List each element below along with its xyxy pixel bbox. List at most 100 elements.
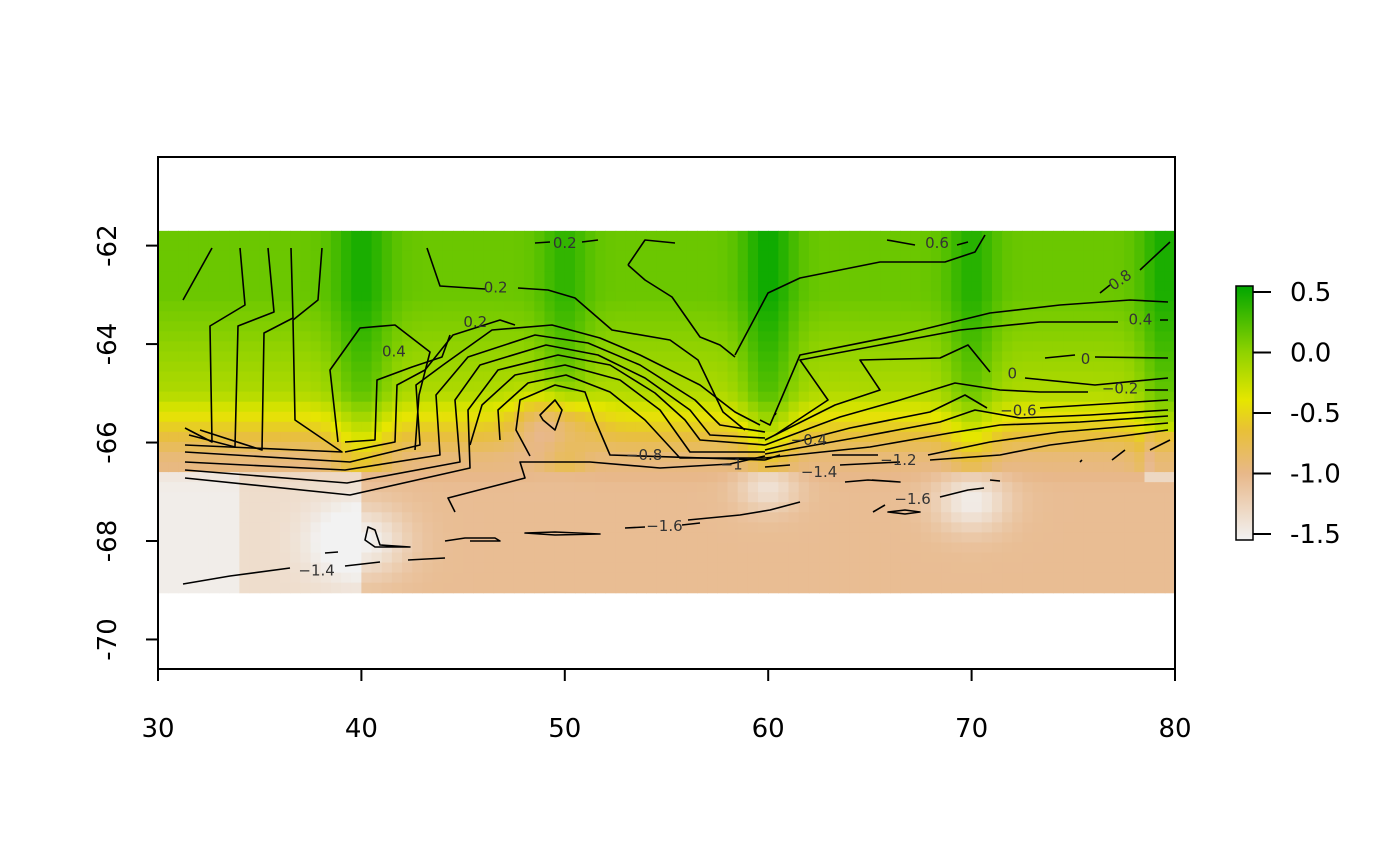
heatmap-cell <box>422 562 434 574</box>
contour-line <box>184 324 761 463</box>
heatmap-cell <box>747 572 759 584</box>
heatmap-cell <box>473 512 485 523</box>
heatmap-cell <box>1134 331 1146 343</box>
heatmap-cell <box>849 502 861 513</box>
heatmap-cell <box>890 401 902 413</box>
heatmap-cell <box>859 401 871 413</box>
heatmap-cell <box>544 441 556 453</box>
heatmap-cell <box>1022 562 1034 574</box>
heatmap-cell <box>554 472 566 483</box>
heatmap-cell <box>1073 401 1085 413</box>
heatmap-cell <box>1012 271 1024 282</box>
heatmap-cell <box>381 512 393 523</box>
heatmap-cell <box>371 572 383 584</box>
heatmap-cell <box>391 522 403 533</box>
heatmap-cell <box>208 582 220 594</box>
heatmap-cell <box>971 431 983 443</box>
heatmap-cell <box>158 421 169 433</box>
heatmap-cell <box>341 301 352 312</box>
heatmap-cell <box>219 482 230 493</box>
heatmap-cell <box>391 411 403 423</box>
heatmap-cell <box>1052 502 1064 513</box>
x-tick-label: 50 <box>548 714 581 744</box>
heatmap-cell <box>473 582 485 594</box>
heatmap-cell <box>625 261 637 272</box>
heatmap-cell <box>920 341 932 353</box>
heatmap-cell <box>1042 261 1054 272</box>
heatmap-cell <box>188 502 200 513</box>
heatmap-cell <box>625 381 637 393</box>
heatmap-cell <box>707 562 718 574</box>
heatmap-cell <box>768 431 779 443</box>
heatmap-cell <box>686 522 698 533</box>
heatmap-cell <box>158 542 169 554</box>
heatmap-cell <box>737 512 749 523</box>
heatmap-cell <box>1103 552 1115 564</box>
heatmap-cell <box>798 371 810 383</box>
heatmap-cell <box>595 321 607 332</box>
heatmap-cell <box>1124 230 1135 242</box>
heatmap-cell <box>686 361 698 373</box>
heatmap-cell <box>442 441 454 453</box>
heatmap-cell <box>1124 441 1135 453</box>
heatmap-cell <box>544 502 556 513</box>
heatmap-cell <box>574 381 586 393</box>
heatmap-cell <box>280 271 291 282</box>
heatmap-cell <box>697 341 708 353</box>
heatmap-cell <box>1063 331 1074 343</box>
heatmap-cell <box>493 351 505 363</box>
heatmap-cell <box>656 572 668 584</box>
heatmap-cell <box>300 542 312 554</box>
heatmap-cell <box>646 371 657 383</box>
heatmap-cell <box>1103 411 1115 423</box>
heatmap-cell <box>971 542 983 554</box>
heatmap-cell <box>280 492 291 503</box>
heatmap-cell <box>941 331 952 343</box>
heatmap-cell <box>158 532 169 544</box>
heatmap-cell <box>463 562 474 574</box>
heatmap-cell <box>1002 582 1013 594</box>
heatmap-cell <box>280 572 291 584</box>
heatmap-cell <box>402 492 413 503</box>
heatmap-cell <box>778 271 790 282</box>
heatmap-cell <box>361 482 373 493</box>
heatmap-cell <box>829 371 840 383</box>
heatmap-cell <box>229 250 240 262</box>
heatmap-cell <box>503 451 515 463</box>
heatmap-cell <box>869 582 881 594</box>
heatmap-cell <box>585 331 596 343</box>
heatmap-cell <box>991 361 1003 373</box>
heatmap-cell <box>249 562 261 574</box>
heatmap-cell <box>402 271 413 282</box>
heatmap-cell <box>1093 582 1105 594</box>
heatmap-cell <box>768 321 779 332</box>
heatmap-cell <box>1083 421 1095 433</box>
heatmap-cell <box>158 301 169 312</box>
heatmap-cell <box>158 341 169 353</box>
heatmap-cell <box>981 271 993 282</box>
heatmap-cell <box>320 482 332 493</box>
heatmap-cell <box>961 562 973 574</box>
heatmap-cell <box>595 381 607 393</box>
heatmap-cell <box>280 411 291 423</box>
heatmap-cell <box>727 431 739 443</box>
heatmap-cell <box>483 291 495 302</box>
heatmap-cell <box>1164 542 1175 554</box>
heatmap-cell <box>910 401 922 413</box>
heatmap-cell <box>1032 482 1044 493</box>
heatmap-cell <box>463 331 474 343</box>
heatmap-cell <box>1154 562 1166 574</box>
heatmap-cell <box>707 321 718 332</box>
heatmap-cell <box>341 281 352 292</box>
heatmap-cell <box>229 542 240 554</box>
heatmap-cell <box>971 482 983 493</box>
heatmap-cell <box>808 361 820 373</box>
heatmap-cell <box>595 582 607 594</box>
heatmap-cell <box>219 281 230 292</box>
heatmap-cell <box>941 351 952 363</box>
heatmap-cell <box>310 291 322 302</box>
heatmap-cell <box>290 472 301 483</box>
heatmap-cell <box>239 492 251 503</box>
heatmap-cell <box>168 271 179 282</box>
heatmap-cell <box>158 431 169 443</box>
